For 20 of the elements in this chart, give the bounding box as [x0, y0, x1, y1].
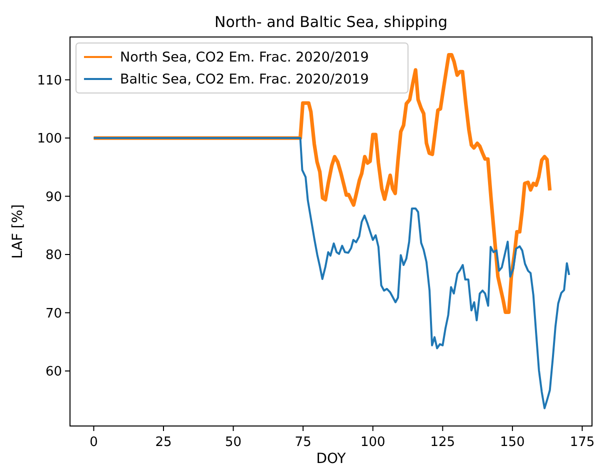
legend-label: Baltic Sea, CO2 Em. Frac. 2020/2019 — [120, 72, 369, 88]
x-tick-label: 125 — [430, 435, 456, 450]
y-tick-label: 100 — [37, 132, 62, 147]
x-tick-label: 175 — [570, 435, 595, 450]
chart-title: North- and Baltic Sea, shipping — [214, 13, 448, 31]
y-tick-label: 60 — [45, 364, 62, 380]
x-tick-label: 0 — [90, 435, 98, 450]
x-axis-title: DOY — [316, 451, 346, 467]
x-tick-label: 100 — [360, 435, 386, 450]
y-tick-label: 90 — [45, 190, 62, 205]
x-tick-label: 50 — [225, 435, 242, 450]
x-tick-label: 25 — [155, 435, 172, 450]
legend-label: North Sea, CO2 Em. Frac. 2020/2019 — [120, 50, 369, 66]
x-tick-label: 75 — [294, 435, 312, 450]
line-series — [92, 137, 570, 410]
y-axis-title: LAF [%] — [10, 204, 26, 259]
y-tick-label: 110 — [37, 73, 62, 88]
y-tick-label: 80 — [45, 248, 62, 264]
y-tick-label: 70 — [45, 306, 62, 322]
x-tick-label: 150 — [500, 435, 525, 450]
